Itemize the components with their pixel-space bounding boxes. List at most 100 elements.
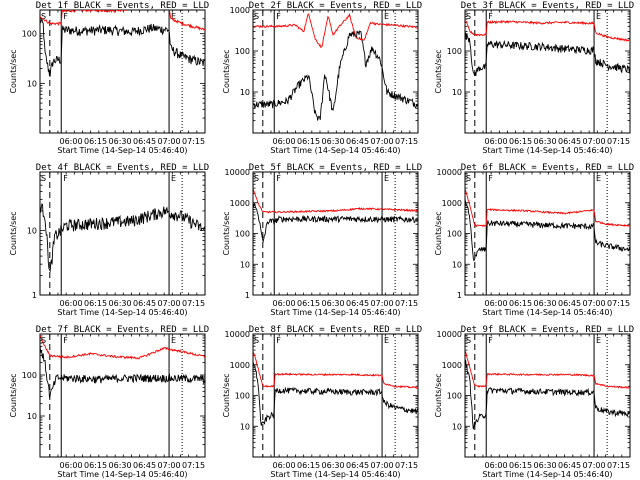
series-lld-line	[465, 187, 630, 228]
x-tick-label: 06:45	[346, 137, 369, 146]
y-tick-label: 100	[235, 230, 250, 239]
y-tick-label: 1000	[230, 361, 250, 370]
x-axis-label: Start Time (14-Sep-14 05:46:40)	[270, 308, 400, 317]
y-tick-label: 100	[22, 371, 37, 380]
y-tick-label: 10	[27, 412, 37, 421]
x-tick-label: 06:45	[558, 137, 581, 146]
series-lld-line	[465, 19, 630, 42]
plot-frame	[464, 9, 631, 134]
y-axis-label: Counts/sec	[434, 211, 443, 255]
x-tick-label: 06:15	[509, 137, 532, 146]
y-tick-label: 100	[447, 47, 462, 56]
x-tick-label: 07:00	[583, 461, 606, 470]
phase-label-e: E	[596, 12, 601, 21]
x-tick-label: 06:45	[133, 461, 156, 470]
series-lld-line	[465, 349, 630, 389]
phase-label-s: S	[254, 336, 259, 345]
series-events-line	[40, 18, 205, 77]
x-axis-label: Start Time (14-Sep-14 05:46:40)	[482, 470, 612, 479]
series-lld-line	[40, 335, 205, 360]
x-tick-label: 06:45	[346, 299, 369, 308]
panel-title: Det 9f BLACK = Events, RED = LLD	[461, 325, 634, 335]
phase-label-f: F	[488, 336, 493, 345]
y-axis-label: Counts/sec	[9, 373, 18, 417]
panel-title: Det 7f BLACK = Events, RED = LLD	[36, 325, 209, 335]
x-tick-label: 07:15	[607, 461, 630, 470]
series-events-line	[40, 343, 205, 399]
x-tick-label: 06:00	[485, 299, 508, 308]
series-events-line	[253, 202, 418, 244]
x-tick-label: 06:15	[509, 299, 532, 308]
x-axis-label: Start Time (14-Sep-14 05:46:40)	[270, 146, 400, 155]
x-tick-label: 06:45	[558, 461, 581, 470]
x-tick-label: 06:30	[534, 461, 557, 470]
plot-frame	[252, 333, 419, 458]
plot-frame	[252, 9, 419, 134]
detector-panel: Det 1f BLACK = Events, RED = LLD 10 100 06:…	[9, 1, 209, 155]
y-axis-label: Counts/sec	[222, 211, 231, 255]
x-tick-label: 06:30	[109, 461, 132, 470]
phase-label-s: S	[466, 336, 471, 345]
y-tick-label: 10	[27, 226, 37, 235]
panel-title: Det 5f BLACK = Events, RED = LLD	[249, 163, 422, 173]
x-tick-label: 06:45	[558, 299, 581, 308]
phase-label-e: E	[384, 12, 389, 21]
series-lld-line	[253, 188, 418, 214]
detector-panel: Det 4f BLACK = Events, RED = LLD 1 10 06:00…	[9, 163, 209, 317]
detector-panel: Det 2f BLACK = Events, RED = LLD 10 100 100…	[222, 1, 422, 155]
x-tick-label: 07:00	[371, 137, 394, 146]
y-tick-label: 1	[32, 291, 37, 300]
y-axis-label: Counts/sec	[222, 49, 231, 93]
x-tick-label: 06:00	[273, 299, 296, 308]
x-tick-label: 07:00	[583, 137, 606, 146]
x-tick-label: 06:00	[60, 461, 83, 470]
y-tick-label: 10	[452, 422, 462, 431]
x-tick-label: 07:15	[607, 137, 630, 146]
x-axis-label: Start Time (14-Sep-14 05:46:40)	[270, 470, 400, 479]
x-tick-label: 06:30	[109, 137, 132, 146]
x-axis-label: Start Time (14-Sep-14 05:46:40)	[57, 308, 187, 317]
phase-label-f: F	[488, 174, 493, 183]
x-tick-label: 06:30	[322, 299, 345, 308]
x-tick-label: 06:00	[485, 137, 508, 146]
x-axis-label: Start Time (14-Sep-14 05:46:40)	[482, 146, 612, 155]
panel-title: Det 3f BLACK = Events, RED = LLD	[461, 1, 634, 11]
x-tick-label: 06:15	[84, 137, 107, 146]
x-tick-label: 06:30	[534, 137, 557, 146]
x-tick-label: 07:15	[395, 137, 418, 146]
detector-panel: Det 8f BLACK = Events, RED = LLD 10 100 100…	[222, 325, 422, 479]
x-tick-label: 06:00	[60, 137, 83, 146]
panel-title: Det 8f BLACK = Events, RED = LLD	[249, 325, 422, 335]
series-events-line	[465, 32, 630, 76]
x-tick-label: 07:00	[371, 461, 394, 470]
detector-panel: Det 7f BLACK = Events, RED = LLD 10 100 06:…	[9, 325, 209, 479]
x-tick-label: 06:30	[322, 461, 345, 470]
x-axis-label: Start Time (14-Sep-14 05:46:40)	[482, 308, 612, 317]
y-tick-label: 10000	[225, 330, 250, 339]
series-events-line	[40, 203, 205, 273]
y-axis-label: Counts/sec	[434, 49, 443, 93]
series-events-line	[465, 198, 630, 262]
plot-frame	[252, 171, 419, 296]
y-tick-label: 100	[447, 392, 462, 401]
y-tick-label: 100	[22, 30, 37, 39]
y-tick-label: 10	[452, 88, 462, 97]
panel-title: Det 6f BLACK = Events, RED = LLD	[461, 163, 634, 173]
x-tick-label: 06:30	[109, 299, 132, 308]
x-tick-label: 06:15	[84, 461, 107, 470]
detector-panel: Det 5f BLACK = Events, RED = LLD 1 10 100 10…	[222, 163, 422, 317]
x-tick-label: 06:15	[297, 137, 320, 146]
phase-label-e: E	[171, 336, 176, 345]
x-tick-label: 07:00	[371, 299, 394, 308]
x-tick-label: 06:00	[60, 299, 83, 308]
y-tick-label: 1000	[442, 361, 462, 370]
series-events-line	[253, 30, 418, 121]
phase-label-s: S	[41, 174, 46, 183]
x-tick-label: 06:15	[509, 461, 532, 470]
x-tick-label: 06:30	[534, 299, 557, 308]
x-tick-label: 06:45	[133, 137, 156, 146]
phase-label-f: F	[63, 12, 68, 21]
x-tick-label: 07:00	[158, 299, 181, 308]
phase-label-s: S	[41, 336, 46, 345]
phase-label-e: E	[384, 336, 389, 345]
